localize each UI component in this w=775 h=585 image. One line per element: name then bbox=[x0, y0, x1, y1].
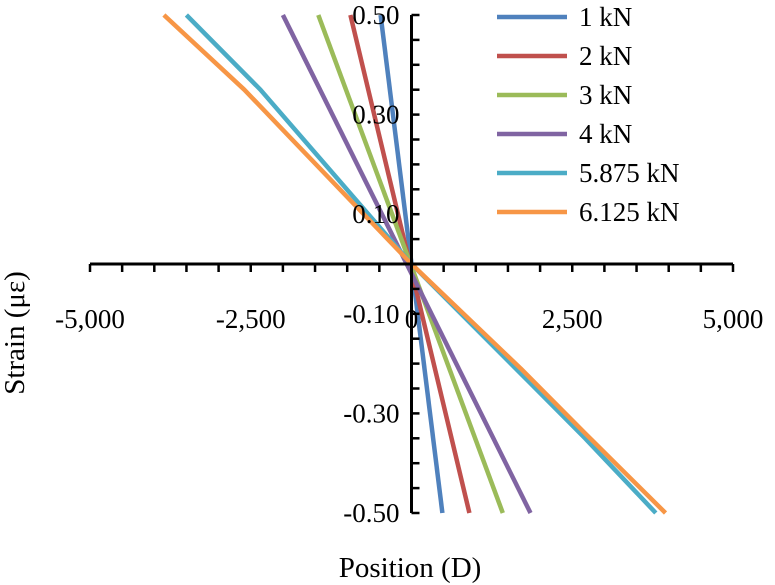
x-tick-label: 2,500 bbox=[542, 304, 603, 334]
y-tick-label: -0.50 bbox=[343, 498, 399, 528]
x-axis-title: Position (D) bbox=[339, 552, 482, 584]
legend-label-1: 1 kN bbox=[579, 2, 632, 32]
legend-label-6: 6.125 kN bbox=[579, 197, 680, 227]
y-tick-label: 0.50 bbox=[352, 0, 399, 30]
x-tick-label: 0 bbox=[405, 304, 419, 334]
y-axis-title: Strain (με) bbox=[0, 271, 31, 395]
legend-label-3: 3 kN bbox=[579, 80, 632, 110]
y-tick-label: -0.10 bbox=[343, 299, 399, 329]
x-tick-label: -5,000 bbox=[55, 304, 125, 334]
legend-label-4: 4 kN bbox=[579, 119, 632, 149]
y-tick-label: 0.10 bbox=[352, 199, 399, 229]
series-line-6 bbox=[162, 13, 668, 515]
legend-label-5: 5.875 kN bbox=[579, 158, 680, 188]
legend: 1 kN 2 kN 3 kN 4 kN 5.875 kN 6.125 kN bbox=[497, 2, 680, 227]
x-tick-label: -2,500 bbox=[216, 304, 286, 334]
tick-labels: -5,000 -2,500 0 2,500 5,000 -0.50 -0.30 -0.10 0.… bbox=[55, 0, 763, 528]
x-tick-label: 5,000 bbox=[703, 304, 764, 334]
y-tick-label: -0.30 bbox=[343, 398, 399, 428]
legend-label-2: 2 kN bbox=[579, 41, 632, 71]
y-tick-label: 0.30 bbox=[352, 100, 399, 130]
axes-layer bbox=[88, 13, 735, 515]
